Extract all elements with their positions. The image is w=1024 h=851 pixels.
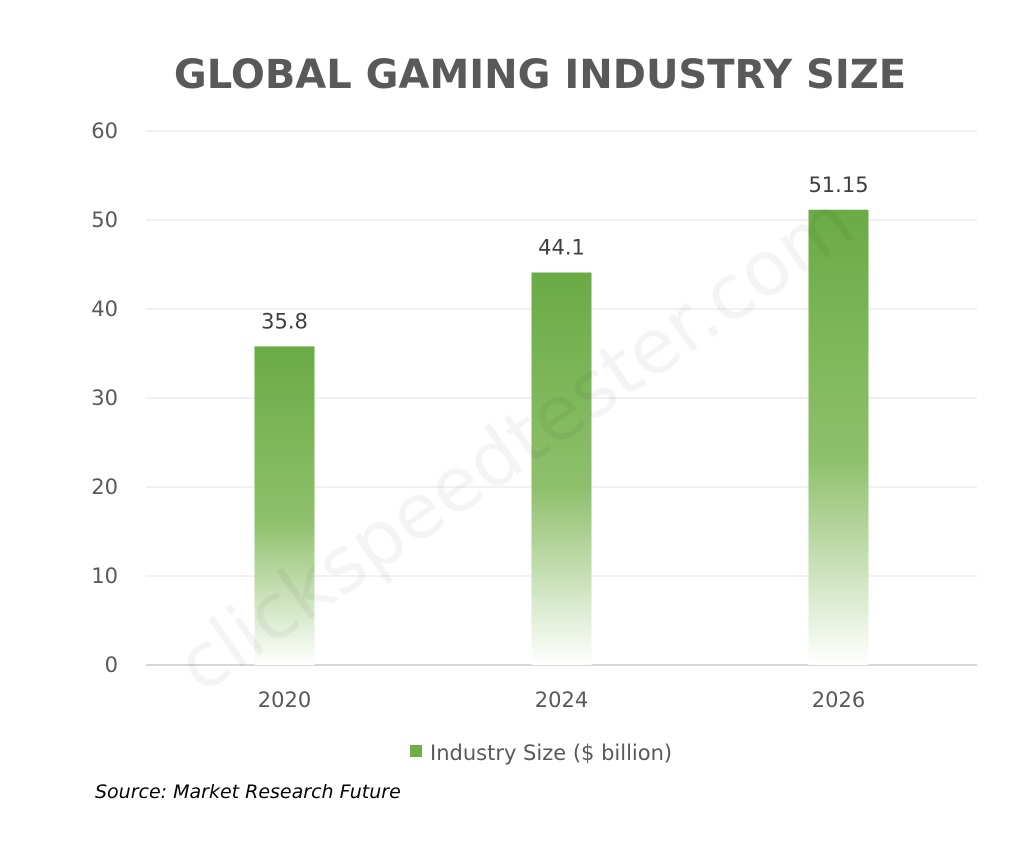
x-tick-label: 2024 <box>535 688 588 712</box>
source-note: Source: Market Research Future <box>95 781 401 803</box>
bar-2024 <box>531 272 592 665</box>
y-tick-label: 60 <box>91 119 118 143</box>
y-tick-label: 0 <box>105 653 118 677</box>
legend-swatch <box>410 745 422 757</box>
data-label-2024: 44.1 <box>538 236 585 260</box>
data-label-2020: 35.8 <box>261 309 308 333</box>
y-tick-label: 10 <box>91 564 118 588</box>
y-tick-label: 30 <box>91 386 118 410</box>
y-tick-label: 50 <box>91 208 118 232</box>
bars <box>254 209 869 665</box>
data-label-2026: 51.15 <box>808 173 868 197</box>
chart-title: GLOBAL GAMING INDUSTRY SIZE <box>174 52 906 98</box>
y-tick-label: 20 <box>91 475 118 499</box>
x-axis-categories: 2020 2024 2026 <box>258 688 865 712</box>
x-tick-label: 2020 <box>258 688 311 712</box>
y-axis-ticks: 0 10 20 30 40 50 60 <box>91 119 118 677</box>
legend-label: Industry Size ($ billion) <box>430 741 672 765</box>
bar-2020 <box>254 346 315 665</box>
bar-2026 <box>808 209 869 665</box>
x-tick-label: 2026 <box>812 688 865 712</box>
data-labels: 35.8 44.1 51.15 <box>261 173 868 334</box>
y-tick-label: 40 <box>91 297 118 321</box>
legend: Industry Size ($ billion) <box>410 741 672 765</box>
